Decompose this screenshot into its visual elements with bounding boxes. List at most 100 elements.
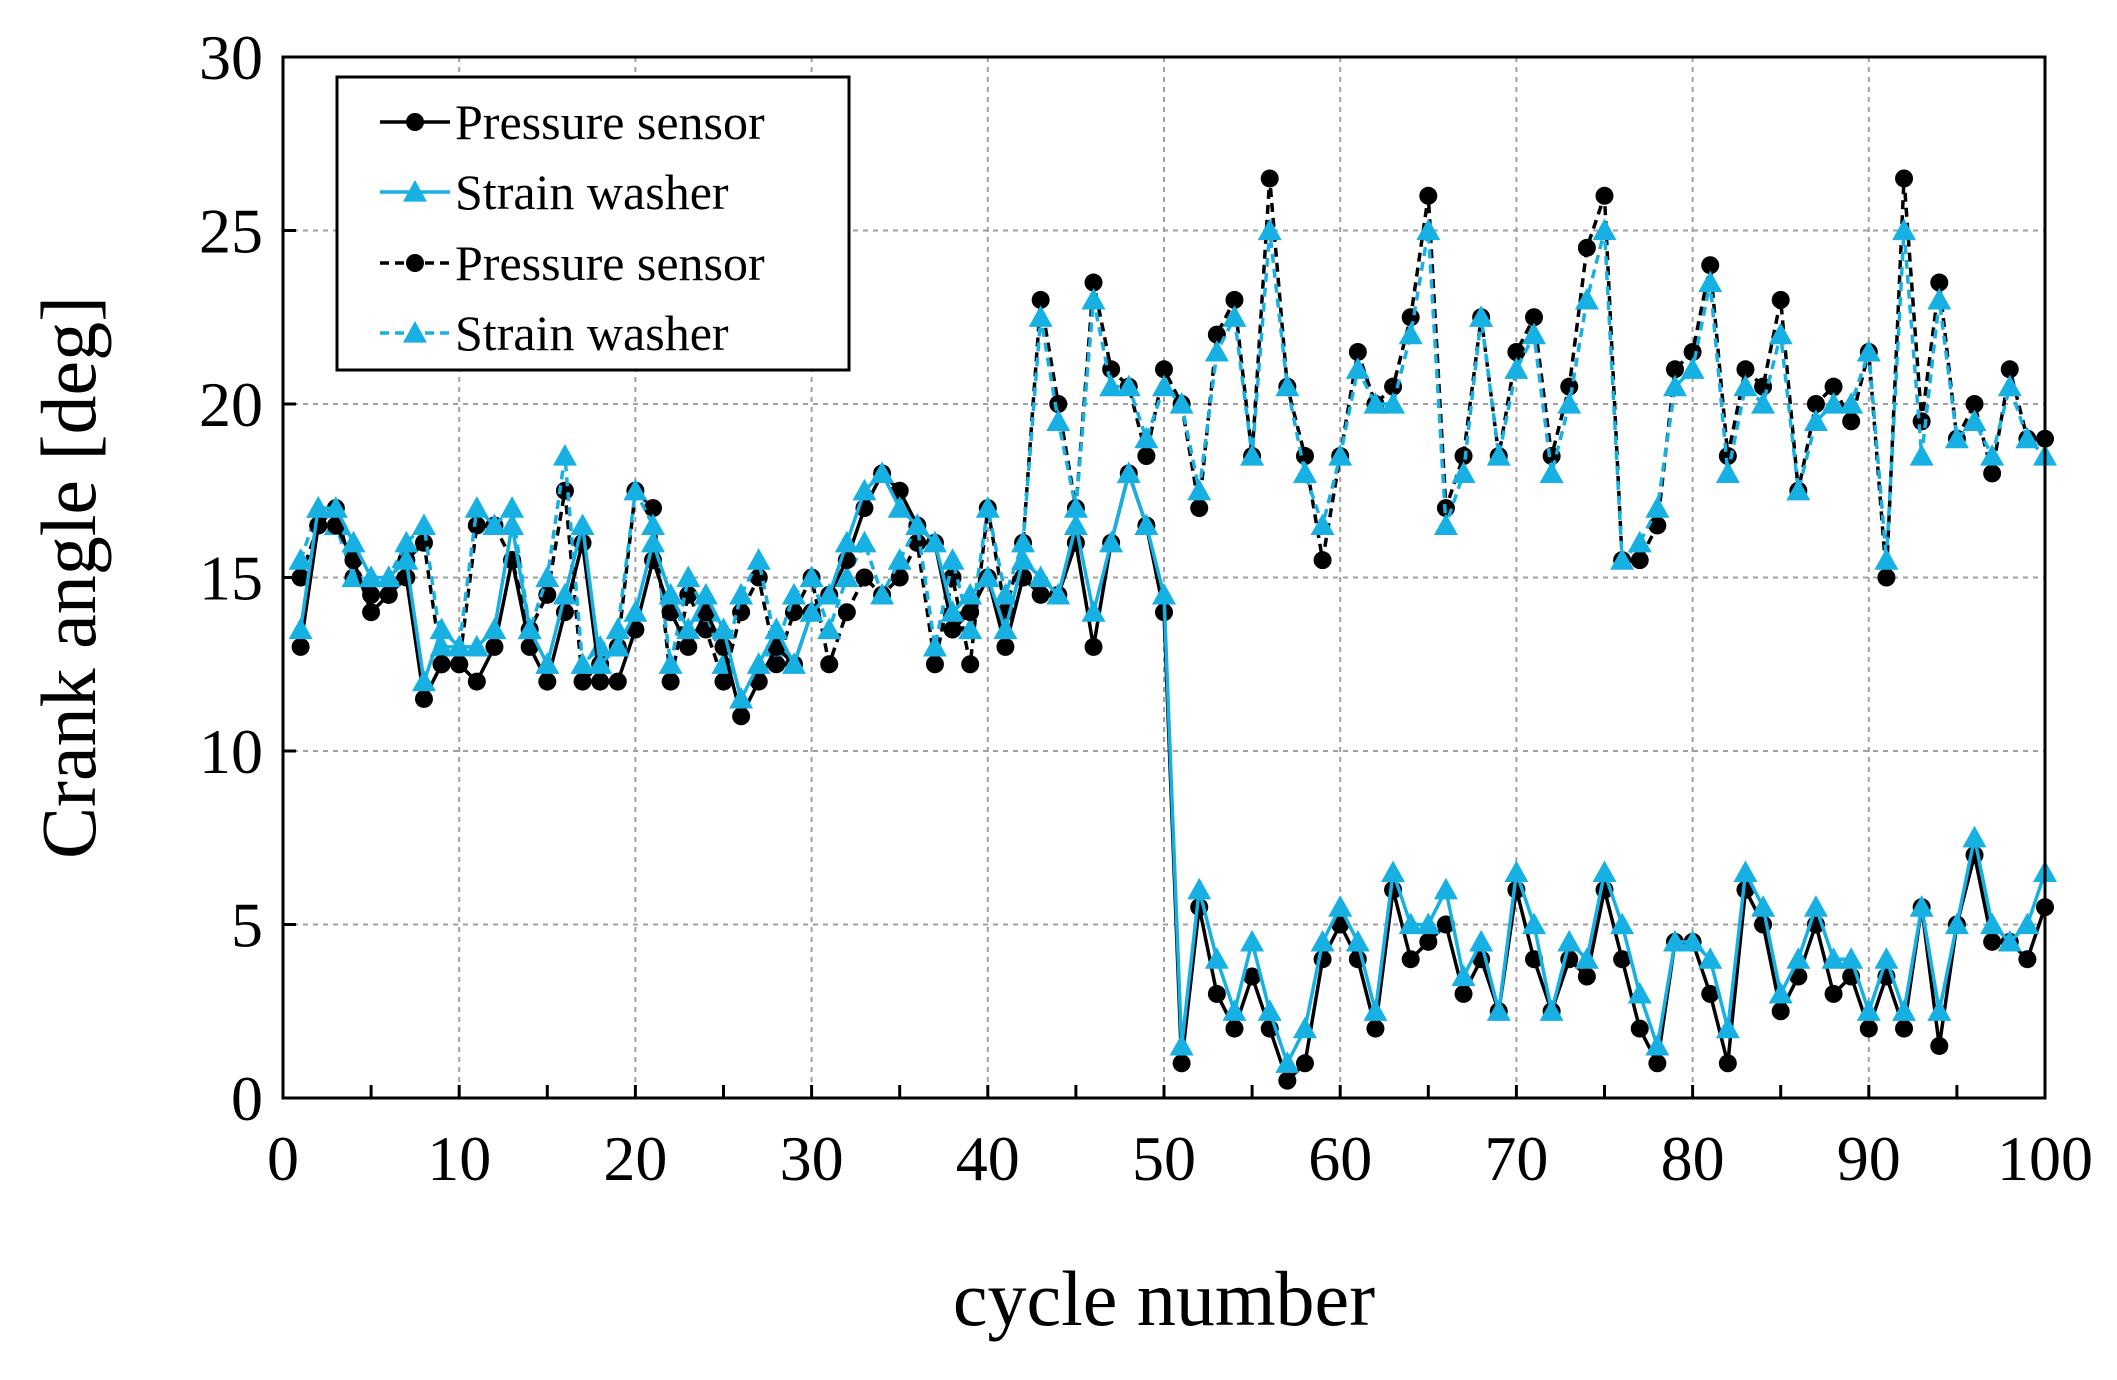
data-point	[1504, 860, 1529, 883]
data-point	[1522, 322, 1547, 345]
data-point	[658, 652, 683, 674]
data-point	[1983, 464, 2002, 483]
data-point	[1486, 444, 1511, 466]
x-tick-label: 10	[427, 1123, 491, 1194]
data-point	[996, 637, 1015, 656]
data-point	[711, 617, 736, 640]
data-point	[855, 568, 874, 587]
data-point	[1398, 322, 1423, 345]
data-point	[1187, 478, 1212, 501]
data-point	[1824, 377, 1843, 396]
data-point	[1715, 1016, 1740, 1039]
data-point	[1751, 895, 1776, 917]
data-point	[781, 582, 806, 605]
data-point	[1204, 947, 1229, 969]
data-point	[2018, 950, 2037, 969]
data-point	[1187, 877, 1212, 900]
data-point	[1895, 169, 1914, 188]
data-point	[1240, 929, 1265, 952]
data-point	[552, 444, 577, 466]
data-point	[464, 496, 489, 518]
data-point	[1895, 1019, 1914, 1038]
data-point	[376, 565, 401, 588]
data-point	[1701, 256, 1720, 275]
data-point	[1557, 392, 1582, 414]
data-point	[1595, 186, 1614, 205]
data-point	[1204, 339, 1229, 362]
data-point	[1081, 287, 1106, 310]
data-point	[1433, 877, 1458, 900]
ticks: 0 10 20 30 40 50 60 70 80 90 100 0 5 10 15 20 25 30	[199, 22, 2093, 1194]
data-point	[1469, 305, 1494, 327]
data-point	[1419, 932, 1438, 951]
data-point	[1768, 322, 1793, 345]
plot-frame	[281, 55, 2047, 1100]
data-point	[1433, 513, 1458, 536]
data-point	[1927, 999, 1952, 1021]
data-point	[1997, 929, 2022, 952]
data-point	[1771, 290, 1790, 309]
series-group	[288, 169, 2057, 1090]
data-point	[1046, 582, 1071, 605]
data-point	[1451, 964, 1476, 987]
data-point	[1207, 984, 1226, 1003]
data-point	[1260, 169, 1279, 188]
data-point	[870, 461, 895, 483]
data-point	[288, 617, 313, 640]
data-point	[467, 516, 486, 535]
data-point	[1557, 929, 1582, 952]
data-point	[432, 655, 451, 674]
data-point	[852, 530, 877, 553]
data-point	[1454, 984, 1473, 1003]
data-point	[1662, 929, 1687, 952]
data-point	[732, 707, 751, 726]
data-point	[1381, 392, 1406, 414]
series-strain-dashed	[288, 218, 2057, 674]
data-point	[1680, 929, 1705, 952]
data-point	[1962, 409, 1987, 431]
x-tick-label: 40	[956, 1123, 1020, 1194]
data-point	[1416, 218, 1441, 241]
data-point	[958, 617, 983, 640]
data-point	[552, 582, 577, 605]
data-point	[464, 634, 489, 657]
data-point	[1137, 447, 1156, 466]
data-point	[1116, 374, 1141, 397]
data-point	[658, 582, 683, 605]
data-point	[975, 565, 1000, 588]
data-point	[362, 603, 381, 622]
data-point	[1610, 548, 1635, 570]
data-point	[1328, 444, 1353, 466]
data-point	[1049, 395, 1068, 413]
data-point	[1275, 374, 1300, 397]
series-strain-solid	[288, 461, 2057, 1073]
data-point	[1222, 305, 1247, 327]
data-point	[1892, 218, 1917, 241]
data-point	[1839, 947, 1864, 969]
y-tick-label: 20	[199, 369, 263, 440]
data-point	[535, 565, 560, 588]
legend-sample-marker	[403, 321, 427, 343]
data-point	[890, 568, 909, 587]
legend-sample-marker	[406, 113, 424, 131]
data-point	[1310, 929, 1335, 952]
data-point	[500, 513, 525, 536]
data-point	[482, 617, 507, 640]
data-point	[1348, 342, 1367, 361]
x-tick-label: 70	[1484, 1123, 1548, 1194]
data-point	[291, 637, 310, 656]
data-point	[834, 530, 859, 553]
data-point	[1257, 999, 1282, 1021]
data-point	[1310, 513, 1335, 536]
data-point	[870, 582, 895, 605]
data-point	[820, 655, 839, 674]
data-point	[1909, 444, 1934, 466]
data-point	[925, 655, 944, 674]
data-point	[1803, 409, 1828, 431]
data-point	[344, 551, 363, 570]
data-point	[1539, 461, 1564, 483]
data-point	[1292, 1016, 1317, 1039]
data-point	[676, 617, 701, 640]
